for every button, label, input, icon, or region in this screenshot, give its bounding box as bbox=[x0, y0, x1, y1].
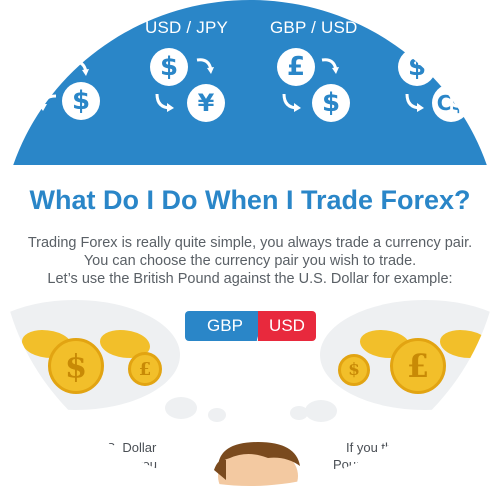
intro-line-2: You can choose the currency pair you wis… bbox=[83, 253, 417, 269]
page-title: What Do I Do When I Trade Forex? bbox=[29, 185, 471, 215]
curved-arrow-icon bbox=[405, 93, 424, 112]
dollar-coin-icon: $ bbox=[62, 82, 100, 120]
pound-coin-small-icon: £ bbox=[128, 352, 162, 386]
trader-head-icon bbox=[214, 442, 300, 486]
dollar-coin-icon: $ bbox=[150, 48, 188, 86]
pair-label-gbp-usd: GBP / USD bbox=[270, 18, 358, 37]
pill-quote-currency: USD bbox=[258, 311, 316, 341]
strong-dollar-coin-icon: $ bbox=[48, 338, 104, 394]
thought-bubble-small bbox=[305, 400, 337, 422]
pair-label-usd-jpy: USD / JPY bbox=[145, 18, 229, 37]
dollar-coin-icon: $ bbox=[312, 84, 350, 122]
curved-arrow-icon bbox=[321, 58, 339, 74]
yen-coin-icon: ¥ bbox=[187, 84, 225, 122]
strong-pound-coin-icon: £ bbox=[390, 338, 446, 394]
curved-arrow-icon bbox=[282, 93, 301, 112]
dollar-coin-small-icon: $ bbox=[338, 354, 370, 386]
thought-bubble-tiny bbox=[208, 408, 226, 422]
thought-bubble-small bbox=[165, 397, 197, 419]
curved-arrow-icon bbox=[155, 93, 174, 112]
intro-line-3: Let’s use the British Pound against the … bbox=[47, 271, 453, 287]
thought-bubble-tiny bbox=[290, 406, 308, 420]
intro-line-1: Trading Forex is really quite simple, yo… bbox=[27, 235, 473, 251]
pound-coin-icon: £ bbox=[277, 48, 315, 86]
curved-arrow-icon bbox=[196, 58, 214, 74]
